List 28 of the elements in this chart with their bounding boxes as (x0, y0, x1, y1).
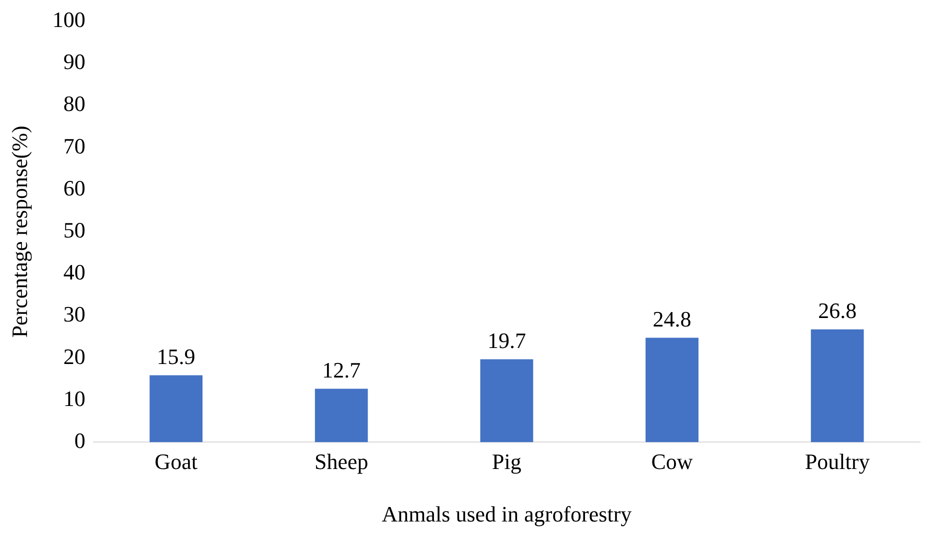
data-label: 12.7 (322, 358, 361, 383)
y-tick-label: 30 (63, 302, 86, 327)
x-tick-label: Cow (651, 449, 693, 474)
y-tick-label: 70 (63, 133, 86, 158)
y-axis-title: Percentage response(%) (6, 126, 32, 338)
data-label: 15.9 (156, 344, 196, 370)
bar (314, 388, 368, 442)
data-label: 19.7 (487, 328, 526, 354)
y-tick-label: 20 (63, 344, 86, 369)
x-tick-label: Sheep (314, 449, 368, 474)
x-axis-title: Anmals used in agroforestry (382, 502, 632, 527)
bar (646, 338, 698, 442)
x-tick-label: Poultry (804, 449, 870, 474)
y-tick-label: 50 (63, 217, 86, 242)
y-tick-label: 100 (52, 6, 86, 32)
data-label: 24.8 (652, 306, 692, 332)
bar (480, 359, 534, 442)
x-tick-label: Goat (154, 449, 198, 474)
y-tick-label: 80 (63, 91, 86, 116)
y-tick-label: 60 (63, 175, 86, 200)
y-tick-label: 0 (74, 428, 86, 453)
x-tick-label: Pig (492, 449, 522, 474)
y-tick-label: 10 (63, 386, 86, 411)
bar (150, 375, 203, 442)
bar (810, 329, 864, 442)
y-tick-label: 90 (63, 49, 86, 74)
data-label: 26.8 (818, 298, 857, 324)
y-tick-label: 40 (63, 260, 86, 285)
